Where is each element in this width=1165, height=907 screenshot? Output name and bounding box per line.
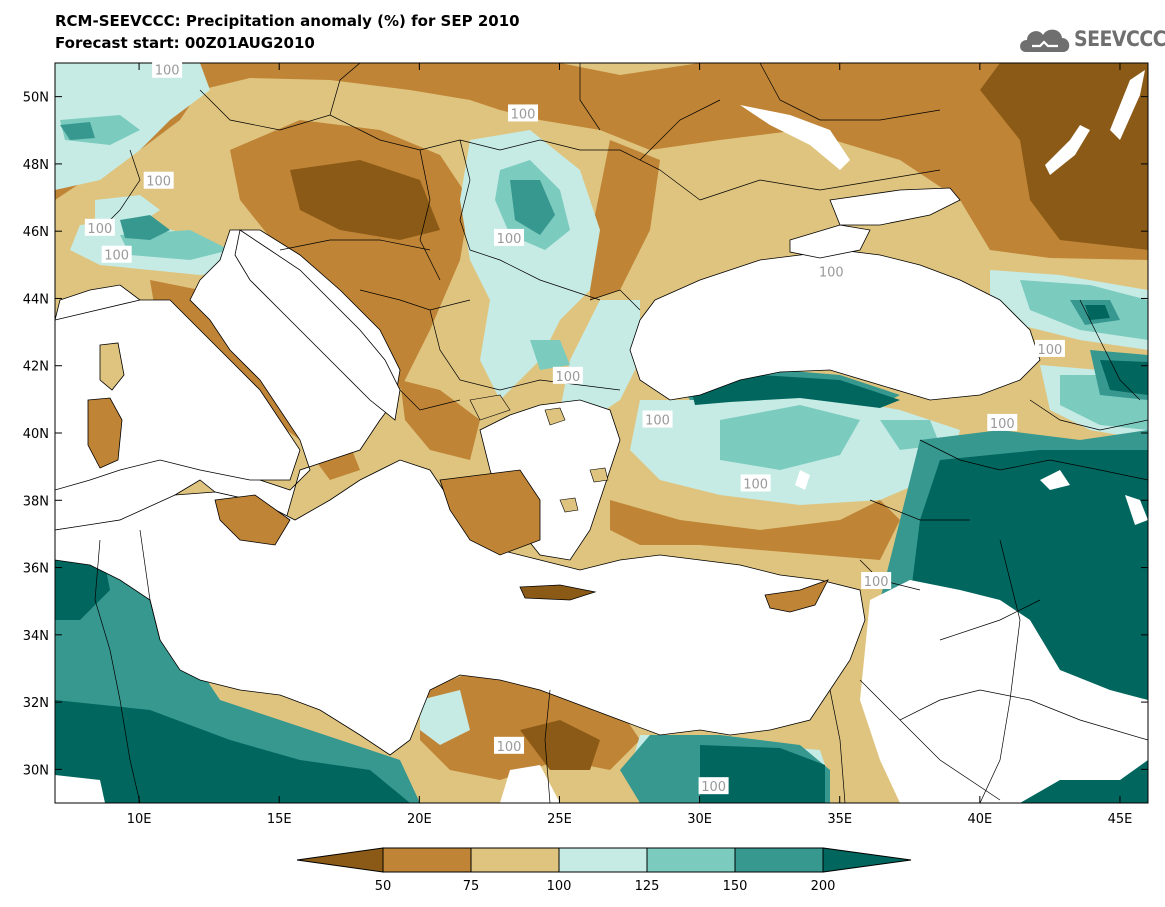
lat-tick-label: 46N (23, 225, 49, 240)
cloud-icon (1020, 29, 1070, 52)
svg-text:100: 100 (87, 222, 112, 237)
contour-label: 100 (552, 366, 583, 385)
colorbar-segment (558, 847, 648, 873)
contour-label: 100 (152, 60, 183, 79)
lat-tick-label: 44N (23, 292, 49, 307)
colorbar-label: 150 (723, 879, 748, 894)
svg-text:100: 100 (1037, 343, 1062, 358)
svg-text:100: 100 (743, 477, 768, 492)
colorbar-segment (734, 847, 824, 873)
lon-tick-label: 30E (687, 812, 712, 827)
lon-tick-label: 40E (967, 812, 992, 827)
svg-text:100: 100 (864, 575, 889, 590)
lon-tick-label: 25E (547, 812, 572, 827)
contour-label: 100 (816, 262, 847, 281)
lat-tick-label: 34N (23, 629, 49, 644)
lat-tick-label: 38N (23, 494, 49, 509)
contour-label: 100 (642, 410, 673, 429)
map-title: RCM-SEEVCCC: Precipitation anomaly (%) f… (55, 12, 520, 30)
lon-tick-label: 10E (127, 812, 152, 827)
contour-label: 100 (494, 228, 525, 247)
contour-label: 100 (698, 777, 729, 795)
svg-text:100: 100 (497, 232, 522, 247)
colorbar-label: 125 (635, 879, 660, 894)
lon-tick-label: 20E (407, 812, 432, 827)
colorbar-label: 200 (811, 879, 836, 894)
contour-label: 100 (143, 171, 174, 190)
contour-label: 100 (1034, 339, 1065, 358)
longitude-axis: 10E 15E 20E 25E 30E 35E 40E 45E (127, 63, 1133, 827)
lat-tick-label: 42N (23, 360, 49, 375)
colorbar-label: 100 (547, 879, 572, 894)
contour-label: 100 (84, 218, 115, 237)
contour-label: 100 (508, 104, 539, 122)
colorbar-segment (646, 847, 736, 873)
lat-tick-label: 40N (23, 427, 49, 442)
lat-tick-label: 36N (23, 562, 49, 577)
svg-text:100: 100 (645, 414, 670, 429)
svg-text:100: 100 (155, 64, 180, 79)
contour-label: 100 (740, 474, 771, 492)
lon-tick-label: 45E (1108, 812, 1133, 827)
lon-tick-label: 15E (267, 812, 292, 827)
colorbar-left-arrow (296, 847, 384, 873)
anomaly-field (55, 63, 1148, 803)
latitude-axis: 50N 48N 46N 44N 42N 40N 38N 36N 34N 32N 30N (23, 91, 1148, 778)
svg-text:100: 100 (497, 740, 522, 755)
colorbar-label: 75 (463, 879, 480, 894)
colorbar: 50 75 100 125 150 200 (296, 847, 912, 894)
colorbar-segment (470, 847, 560, 873)
svg-text:100: 100 (511, 107, 536, 122)
contour-label: 100 (987, 413, 1018, 432)
svg-text:100: 100 (104, 249, 129, 264)
seevccc-logo: SEEVCCC (1018, 22, 1165, 58)
lat-tick-label: 50N (23, 91, 49, 106)
lon-tick-label: 35E (827, 812, 852, 827)
logo-text: SEEVCCC (1074, 27, 1165, 51)
forecast-start-label: Forecast start: 00Z01AUG2010 (55, 34, 315, 52)
colorbar-label: 50 (375, 879, 392, 894)
svg-text:100: 100 (146, 175, 171, 190)
lat-tick-label: 48N (23, 158, 49, 173)
contour-labels: 100 100 100 100 100 100 100 100 100 100 100 100 100 1… (84, 60, 1065, 795)
colorbar-segment (382, 847, 472, 873)
colorbar-right-arrow (822, 847, 912, 873)
lat-tick-label: 30N (23, 763, 49, 778)
contour-label: 100 (101, 245, 132, 264)
contour-label: 100 (494, 736, 525, 755)
svg-text:100: 100 (555, 370, 580, 385)
svg-text:100: 100 (819, 266, 844, 281)
lat-tick-label: 32N (23, 696, 49, 711)
svg-text:100: 100 (701, 780, 726, 795)
contour-label: 100 (861, 572, 892, 590)
svg-text:100: 100 (990, 417, 1015, 432)
